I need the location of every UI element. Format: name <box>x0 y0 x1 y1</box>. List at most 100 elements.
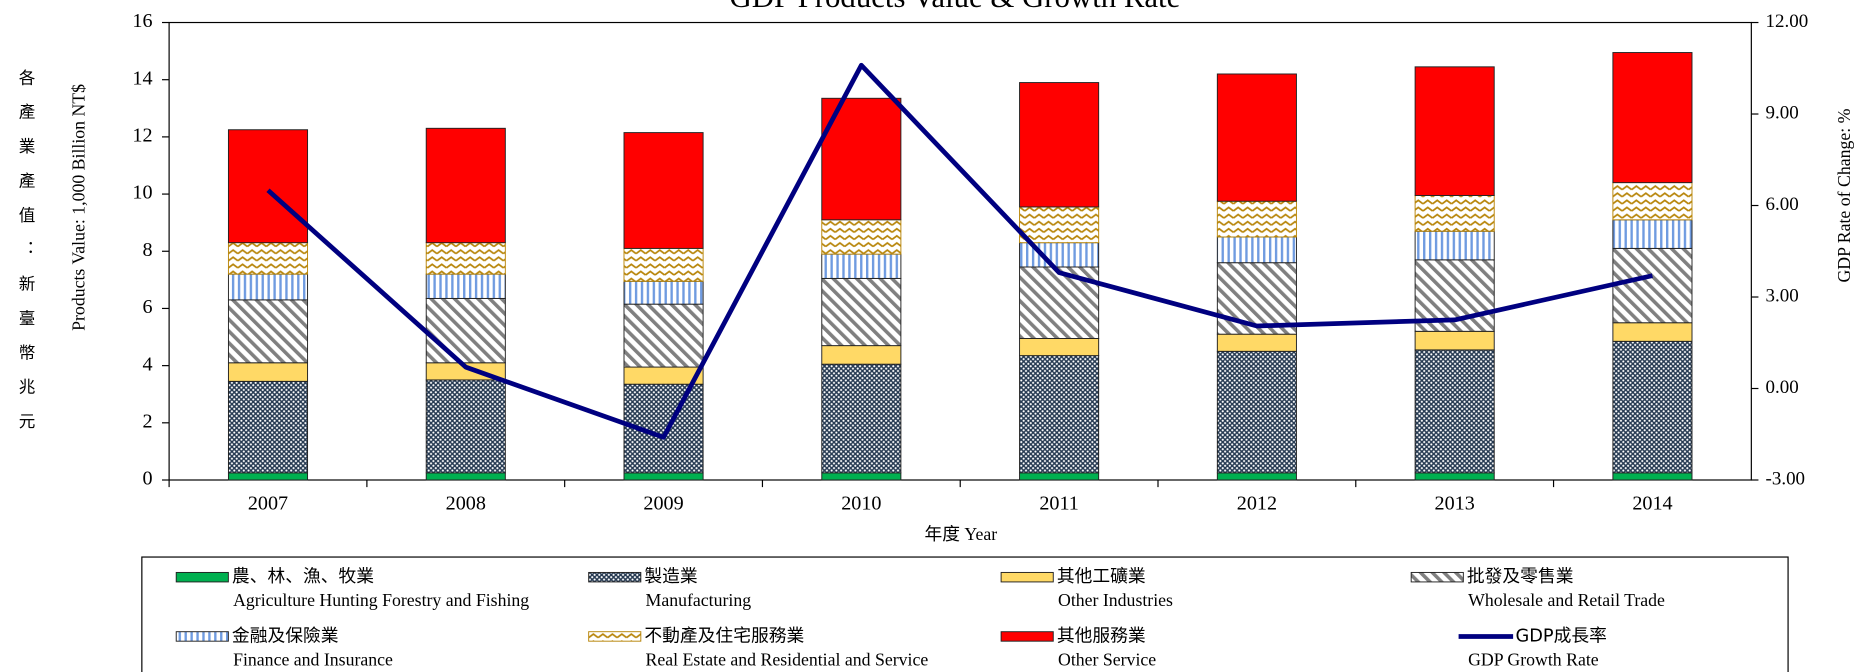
bar-segment <box>1414 66 1495 196</box>
bar-segment <box>1612 472 1693 481</box>
legend-swatch <box>1000 571 1054 583</box>
legend-label: 不動產及住宅服務業 <box>644 625 804 646</box>
bar-segment <box>1612 247 1693 324</box>
bar-segment <box>1414 472 1495 481</box>
legend-swatch <box>588 631 642 642</box>
bar-segment <box>623 303 704 368</box>
legend-box <box>141 556 1789 672</box>
x-tick-label: 2009 <box>643 493 683 515</box>
side-label: 各產業產值：新臺幣兆元 <box>16 68 35 446</box>
bar-segment <box>227 273 309 301</box>
legend-label-en: Manufacturing <box>646 590 752 610</box>
bar-segment <box>1216 262 1297 335</box>
bar-segment <box>425 472 506 481</box>
legend-label-en: Finance and Insurance <box>233 649 393 669</box>
y2-tick-label: 12.00 <box>1766 11 1809 32</box>
bar-segment <box>227 299 309 364</box>
bar-segment <box>227 362 309 382</box>
y-tick-label: 4 <box>142 353 152 375</box>
bar-segment <box>425 379 506 474</box>
bar-segment <box>227 129 309 244</box>
bar-segment <box>1019 206 1100 244</box>
bar-segment <box>1414 349 1495 474</box>
bar-segment <box>1216 236 1297 264</box>
y-tick-label: 2 <box>142 410 152 432</box>
bar-segment <box>425 242 506 275</box>
bar-segment <box>1019 82 1100 208</box>
chart-title: GDP Products Value & Growth Rate <box>729 0 1180 14</box>
bar-segment <box>425 297 506 364</box>
legend-label: 批發及零售業 <box>1467 566 1574 587</box>
legend-label-en: Real Estate and Residential and Service <box>646 649 929 669</box>
x-tick-label: 2010 <box>841 493 881 515</box>
legend-label: 其他服務業 <box>1057 625 1146 646</box>
line-series <box>266 62 1653 440</box>
legend-label: 農、林、漁、牧業 <box>232 566 374 587</box>
legend-label: 其他工礦業 <box>1057 566 1146 587</box>
y-tick-label: 0 <box>142 468 152 490</box>
bar-segment <box>1019 472 1100 481</box>
y2-tick-label: 6.00 <box>1766 194 1799 215</box>
legend-label: 金融及保險業 <box>232 625 339 646</box>
legend-swatch <box>175 631 229 642</box>
legend-label-en: Other Industries <box>1058 590 1173 610</box>
legend-swatch <box>1410 571 1464 583</box>
legend-label-en: Wholesale and Retail Trade <box>1468 590 1665 610</box>
legend-label-en: Other Service <box>1058 649 1156 669</box>
bar-segment <box>821 253 902 279</box>
bar-segment <box>425 127 506 244</box>
bar-segment <box>1019 355 1100 474</box>
bar-segment <box>623 132 704 249</box>
y-axis-label: Products Value: 1,000 Billion NT$ <box>68 84 88 331</box>
legend-swatch <box>588 571 642 583</box>
x-tick-label: 2007 <box>248 493 288 515</box>
bar-segment <box>821 472 902 481</box>
bar-segment <box>1612 182 1693 221</box>
legend-swatch <box>175 571 229 583</box>
bar-segment <box>1414 195 1495 232</box>
y2-axis-label: GDP Rate of Change: % <box>1834 108 1854 282</box>
bar-segment <box>623 280 704 305</box>
legend-label-en: Agriculture Hunting Forestry and Fishing <box>233 590 529 610</box>
bar-segment <box>425 273 506 299</box>
bar-segment <box>623 472 704 481</box>
bar-segment <box>1612 322 1693 342</box>
bar-segment <box>1216 333 1297 352</box>
y-tick-label: 6 <box>142 296 152 318</box>
bar-segment <box>1019 337 1100 357</box>
x-tick-label: 2011 <box>1039 493 1079 515</box>
y-tick-label: 14 <box>132 67 152 89</box>
bar-segment <box>1216 472 1297 481</box>
bar-segment <box>821 363 902 474</box>
legend-label-en: GDP Growth Rate <box>1468 649 1599 669</box>
bar-segment <box>1414 330 1495 351</box>
legend-label: GDP成長率 <box>1515 625 1606 646</box>
legend-label: 製造業 <box>644 566 698 587</box>
y-tick-label: 8 <box>142 239 152 261</box>
x-tick-label: 2008 <box>446 493 486 515</box>
y-tick-label: 12 <box>132 125 152 147</box>
y-tick-label: 10 <box>132 182 152 204</box>
x-tick-label: 2013 <box>1435 493 1475 515</box>
x-tick-label: 2014 <box>1632 493 1672 515</box>
y2-tick-label: 9.00 <box>1766 102 1799 123</box>
bar-segment <box>623 247 704 282</box>
bar-segment <box>821 219 902 255</box>
bar-segment <box>1216 200 1297 238</box>
plot-frame <box>168 21 1752 481</box>
bar-segment <box>1216 73 1297 202</box>
y2-tick-label: 0.00 <box>1766 377 1799 398</box>
bar-segment <box>227 380 309 474</box>
bar-segment <box>227 242 309 275</box>
bar-segment <box>821 277 902 347</box>
bar-segment <box>1414 230 1495 261</box>
y-tick-label: 16 <box>132 10 152 32</box>
bar-segment <box>1216 350 1297 474</box>
y2-tick-label: -3.00 <box>1766 468 1805 489</box>
legend-swatch <box>1000 631 1054 642</box>
bar-segment <box>1612 340 1693 474</box>
y2-tick-label: 3.00 <box>1766 285 1799 306</box>
bar-segment <box>1612 219 1693 249</box>
